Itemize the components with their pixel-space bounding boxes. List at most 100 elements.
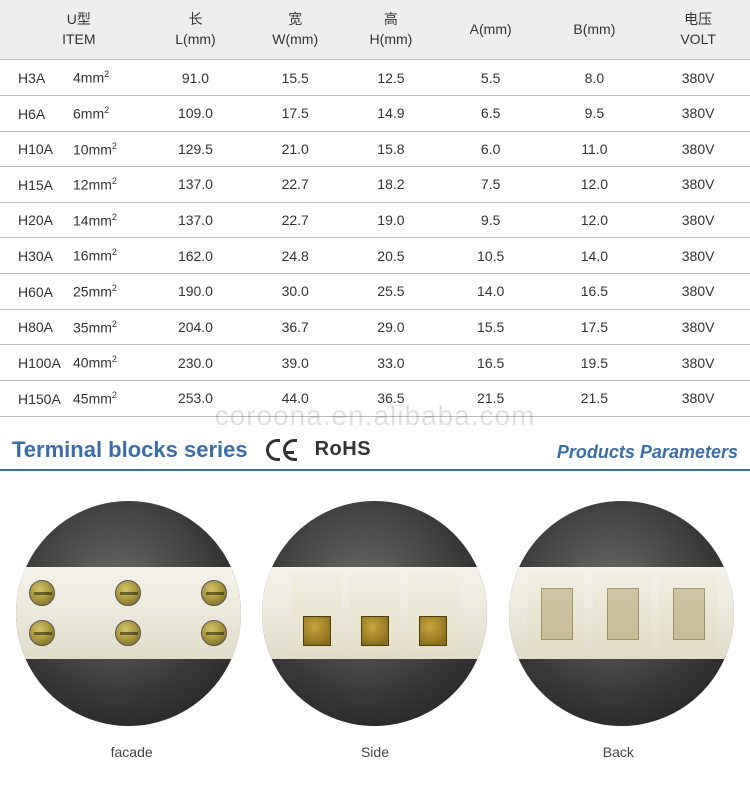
cell-item: H60A25mm2 <box>0 274 144 310</box>
cell-b: 19.5 <box>543 345 647 381</box>
cell-w: 44.0 <box>247 381 343 417</box>
header-length: 长 L(mm) <box>144 0 248 60</box>
cell-item: H100A40mm2 <box>0 345 144 381</box>
cell-v: 380V <box>646 274 750 310</box>
cell-v: 380V <box>646 131 750 167</box>
cell-a: 15.5 <box>439 309 543 345</box>
table-row: H15A12mm2137.022.718.27.512.0380V <box>0 167 750 203</box>
cell-w: 39.0 <box>247 345 343 381</box>
cell-w: 24.8 <box>247 238 343 274</box>
cell-item: H6A6mm2 <box>0 95 144 131</box>
cell-v: 380V <box>646 238 750 274</box>
product-side-image <box>262 501 487 726</box>
caption-back: Back <box>506 744 731 760</box>
cell-v: 380V <box>646 381 750 417</box>
table-row: H6A6mm2109.017.514.96.59.5380V <box>0 95 750 131</box>
cell-h: 36.5 <box>343 381 439 417</box>
cell-b: 11.0 <box>543 131 647 167</box>
cell-item: H20A14mm2 <box>0 202 144 238</box>
cell-v: 380V <box>646 345 750 381</box>
cell-a: 16.5 <box>439 345 543 381</box>
cell-l: 109.0 <box>144 95 248 131</box>
cell-b: 8.0 <box>543 60 647 96</box>
table-row: H150A45mm2253.044.036.521.521.5380V <box>0 381 750 417</box>
cell-a: 21.5 <box>439 381 543 417</box>
cell-h: 14.9 <box>343 95 439 131</box>
cell-l: 137.0 <box>144 202 248 238</box>
cell-b: 17.5 <box>543 309 647 345</box>
cell-w: 22.7 <box>247 202 343 238</box>
cell-w: 21.0 <box>247 131 343 167</box>
caption-facade: facade <box>19 744 244 760</box>
spec-table: U型 ITEM 长 L(mm) 宽 W(mm) 高 H(mm) A(mm) B(… <box>0 0 750 417</box>
caption-side: Side <box>262 744 487 760</box>
cell-b: 14.0 <box>543 238 647 274</box>
cell-h: 15.8 <box>343 131 439 167</box>
header-width: 宽 W(mm) <box>247 0 343 60</box>
cell-b: 16.5 <box>543 274 647 310</box>
cell-h: 29.0 <box>343 309 439 345</box>
cell-w: 30.0 <box>247 274 343 310</box>
cell-l: 253.0 <box>144 381 248 417</box>
cell-b: 21.5 <box>543 381 647 417</box>
header-item: U型 ITEM <box>0 0 144 60</box>
table-header-row: U型 ITEM 长 L(mm) 宽 W(mm) 高 H(mm) A(mm) B(… <box>0 0 750 60</box>
cell-b: 12.0 <box>543 167 647 203</box>
product-facade-image <box>16 501 241 726</box>
table-row: H20A14mm2137.022.719.09.512.0380V <box>0 202 750 238</box>
cell-h: 18.2 <box>343 167 439 203</box>
cell-l: 137.0 <box>144 167 248 203</box>
cell-h: 25.5 <box>343 274 439 310</box>
rohs-mark: RoHS <box>315 438 371 461</box>
header-volt: 电压 VOLT <box>646 0 750 60</box>
cell-item: H80A35mm2 <box>0 309 144 345</box>
cell-h: 12.5 <box>343 60 439 96</box>
cell-item: H3A4mm2 <box>0 60 144 96</box>
table-row: H60A25mm2190.030.025.514.016.5380V <box>0 274 750 310</box>
table-row: H100A40mm2230.039.033.016.519.5380V <box>0 345 750 381</box>
cell-l: 190.0 <box>144 274 248 310</box>
table-row: H3A4mm291.015.512.55.58.0380V <box>0 60 750 96</box>
cell-item: H15A12mm2 <box>0 167 144 203</box>
cell-l: 129.5 <box>144 131 248 167</box>
table-row: H10A10mm2129.521.015.86.011.0380V <box>0 131 750 167</box>
table-row: H80A35mm2204.036.729.015.517.5380V <box>0 309 750 345</box>
cell-a: 5.5 <box>439 60 543 96</box>
header-b: B(mm) <box>543 0 647 60</box>
cell-item: H30A16mm2 <box>0 238 144 274</box>
cell-item: H10A10mm2 <box>0 131 144 167</box>
cell-w: 36.7 <box>247 309 343 345</box>
cell-a: 9.5 <box>439 202 543 238</box>
product-images-row <box>0 471 750 736</box>
cell-item: H150A45mm2 <box>0 381 144 417</box>
cell-v: 380V <box>646 309 750 345</box>
cell-l: 162.0 <box>144 238 248 274</box>
cell-v: 380V <box>646 167 750 203</box>
cell-l: 91.0 <box>144 60 248 96</box>
cell-h: 33.0 <box>343 345 439 381</box>
section-left: Terminal blocks series RoHS <box>12 437 371 463</box>
cell-a: 14.0 <box>439 274 543 310</box>
cell-a: 10.5 <box>439 238 543 274</box>
captions-row: facade Side Back <box>0 736 750 780</box>
cell-v: 380V <box>646 202 750 238</box>
cell-a: 6.5 <box>439 95 543 131</box>
product-back-image <box>509 501 734 726</box>
section-title: Terminal blocks series <box>12 437 248 463</box>
cell-v: 380V <box>646 95 750 131</box>
cell-w: 17.5 <box>247 95 343 131</box>
cell-w: 15.5 <box>247 60 343 96</box>
header-a: A(mm) <box>439 0 543 60</box>
section-subtitle: Products Parameters <box>557 442 738 463</box>
section-bar: Terminal blocks series RoHS Products Par… <box>0 417 750 471</box>
cell-b: 9.5 <box>543 95 647 131</box>
header-height: 高 H(mm) <box>343 0 439 60</box>
table-row: H30A16mm2162.024.820.510.514.0380V <box>0 238 750 274</box>
cell-b: 12.0 <box>543 202 647 238</box>
cell-h: 20.5 <box>343 238 439 274</box>
ce-mark-icon <box>266 439 297 461</box>
cell-w: 22.7 <box>247 167 343 203</box>
cell-a: 7.5 <box>439 167 543 203</box>
cell-v: 380V <box>646 60 750 96</box>
cell-h: 19.0 <box>343 202 439 238</box>
